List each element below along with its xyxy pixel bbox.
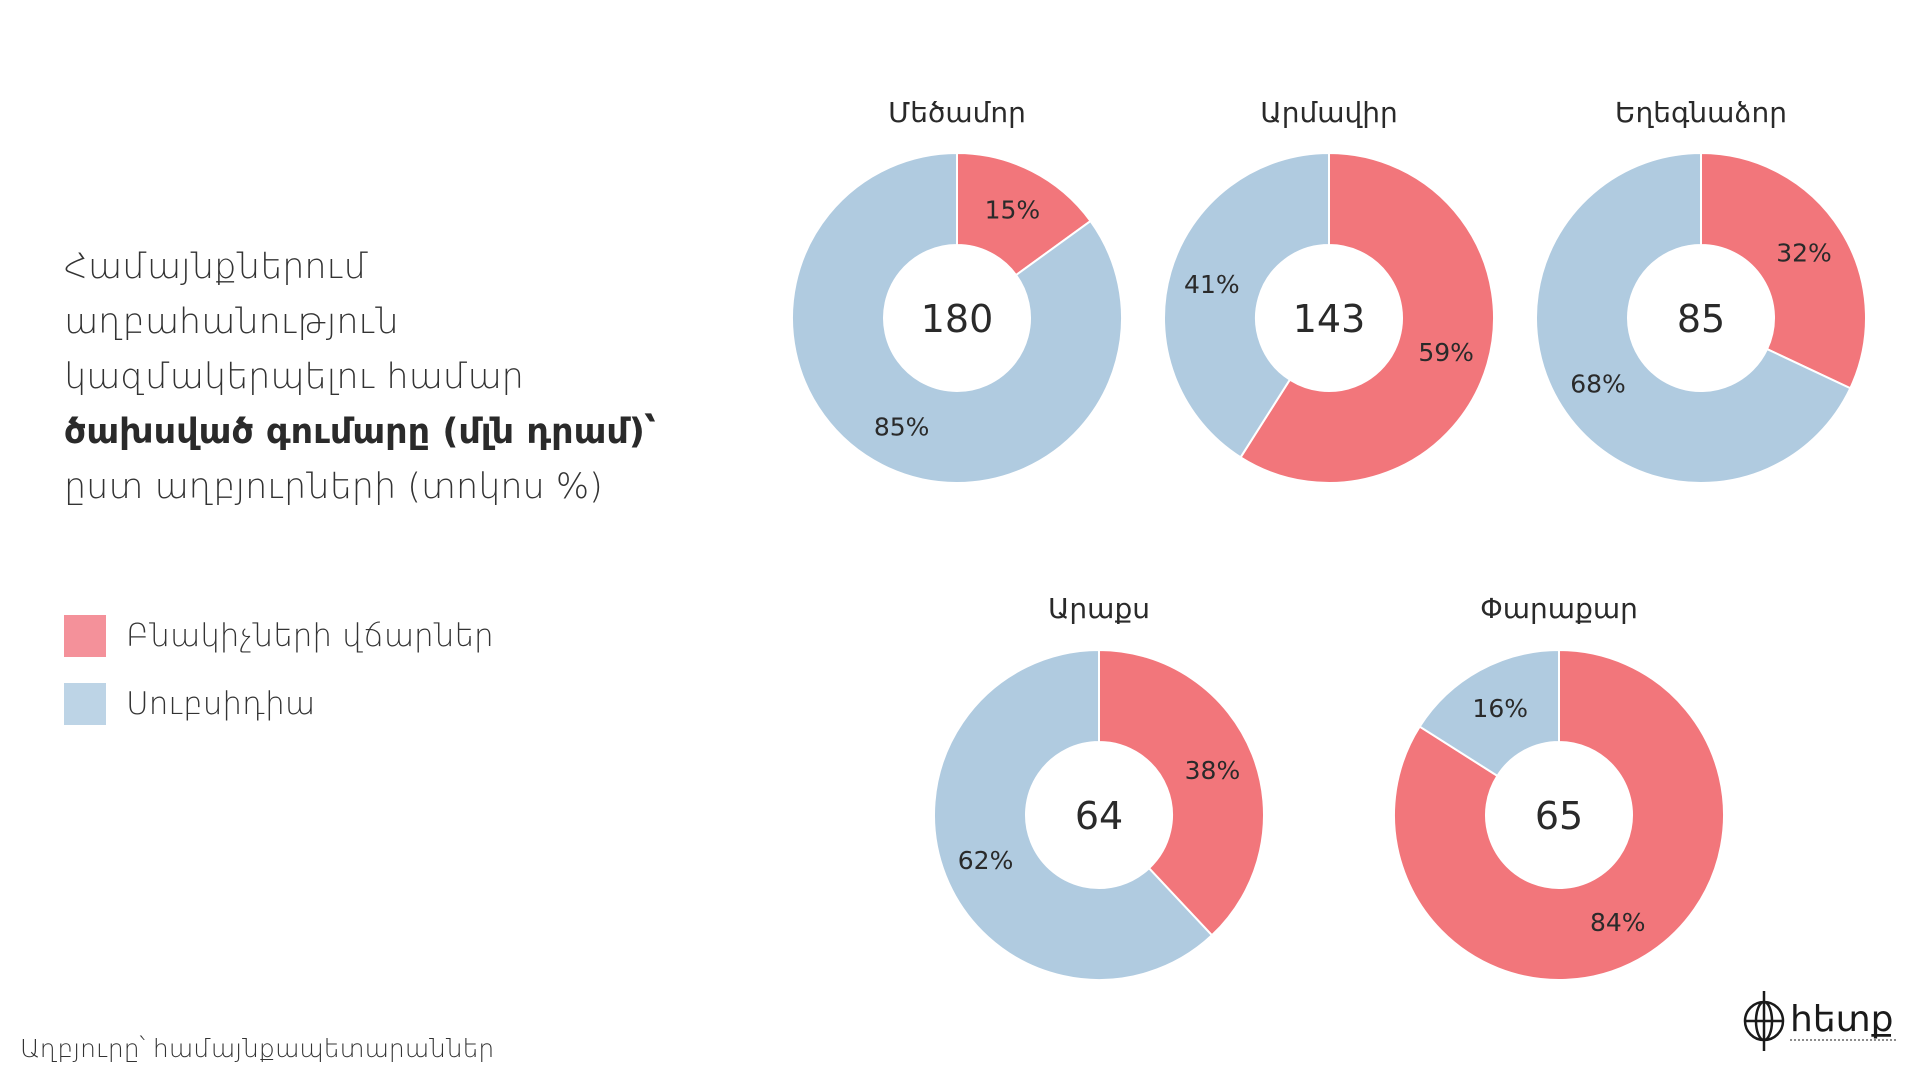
donut-total: 64 [1075, 794, 1123, 838]
pct-label-subsidy: 41% [1184, 270, 1240, 299]
donut-total: 65 [1535, 794, 1583, 838]
donut-title: Արմավիր [1260, 96, 1397, 129]
pct-label-payments: 38% [1185, 756, 1241, 785]
pct-label-payments: 59% [1418, 338, 1474, 367]
donut-chart: Մեծամոր 180 15% 85% [791, 96, 1123, 484]
donut-title: Եղեգնաձոր [1615, 96, 1787, 129]
slice-subsidy [791, 151, 1123, 484]
pct-label-payments: 84% [1590, 908, 1646, 937]
source-note: Աղբյուրը՝ համայնքապետարաններ [20, 1034, 495, 1063]
legend-label-payments: Բնակիչների վճարներ [126, 618, 494, 654]
globe-icon [1743, 991, 1785, 1051]
hetq-logo: հետք [1743, 991, 1898, 1051]
slice-subsidy [1163, 151, 1330, 459]
slice-subsidy [1418, 648, 1560, 778]
pct-label-subsidy: 62% [958, 846, 1014, 875]
slice-subsidy [933, 648, 1214, 981]
donut-title: Մեծամոր [888, 96, 1026, 129]
donut-chart: Փարաքար 65 84% 16% [1393, 592, 1725, 981]
donut-title: Արաքս [1048, 592, 1150, 625]
pct-label-subsidy: 85% [874, 413, 930, 442]
slice-payments [1239, 151, 1495, 484]
legend-item-payments: Բնակիչների վճարներ [64, 602, 494, 670]
title-line-2: աղբահանություն [64, 302, 399, 342]
donut-chart: Եղեգնաձոր 85 32% 68% [1535, 96, 1867, 484]
chart-title: Համայնքներում աղբահանություն կազմակերպել… [64, 240, 656, 515]
donut-title: Փարաքար [1480, 592, 1638, 625]
title-line-5: ըստ աղբյուրների (տոկոս %) [64, 467, 603, 507]
logo-text: հետք [1790, 999, 1894, 1040]
slice-subsidy [1535, 151, 1852, 484]
slice-payments [1700, 151, 1867, 390]
legend-swatch-payments [64, 615, 106, 657]
pct-label-subsidy: 16% [1472, 694, 1528, 723]
title-line-1: Համայնքներում [64, 247, 369, 287]
slice-payments [1098, 648, 1265, 937]
donut-total: 143 [1293, 297, 1366, 341]
title-line-3: կազմակերպելու համար [64, 357, 524, 397]
title-line-4: ծախսված գումարը (մլն դրամ)՝ [64, 412, 656, 452]
legend-swatch-subsidy [64, 683, 106, 725]
donut-chart: Արմավիր 143 59% 41% [1163, 96, 1495, 484]
legend-item-subsidy: Սուբսիդիա [64, 670, 494, 738]
donut-chart: Արաքս 64 38% 62% [933, 592, 1265, 981]
legend: Բնակիչների վճարներ Սուբսիդիա [64, 602, 494, 738]
slice-payments [1393, 648, 1725, 981]
donut-total: 85 [1677, 297, 1725, 341]
pct-label-payments: 32% [1776, 239, 1832, 268]
donut-total: 180 [921, 297, 994, 341]
pct-label-payments: 15% [985, 195, 1041, 224]
pct-label-subsidy: 68% [1570, 369, 1626, 398]
legend-label-subsidy: Սուբսիդիա [126, 686, 315, 722]
